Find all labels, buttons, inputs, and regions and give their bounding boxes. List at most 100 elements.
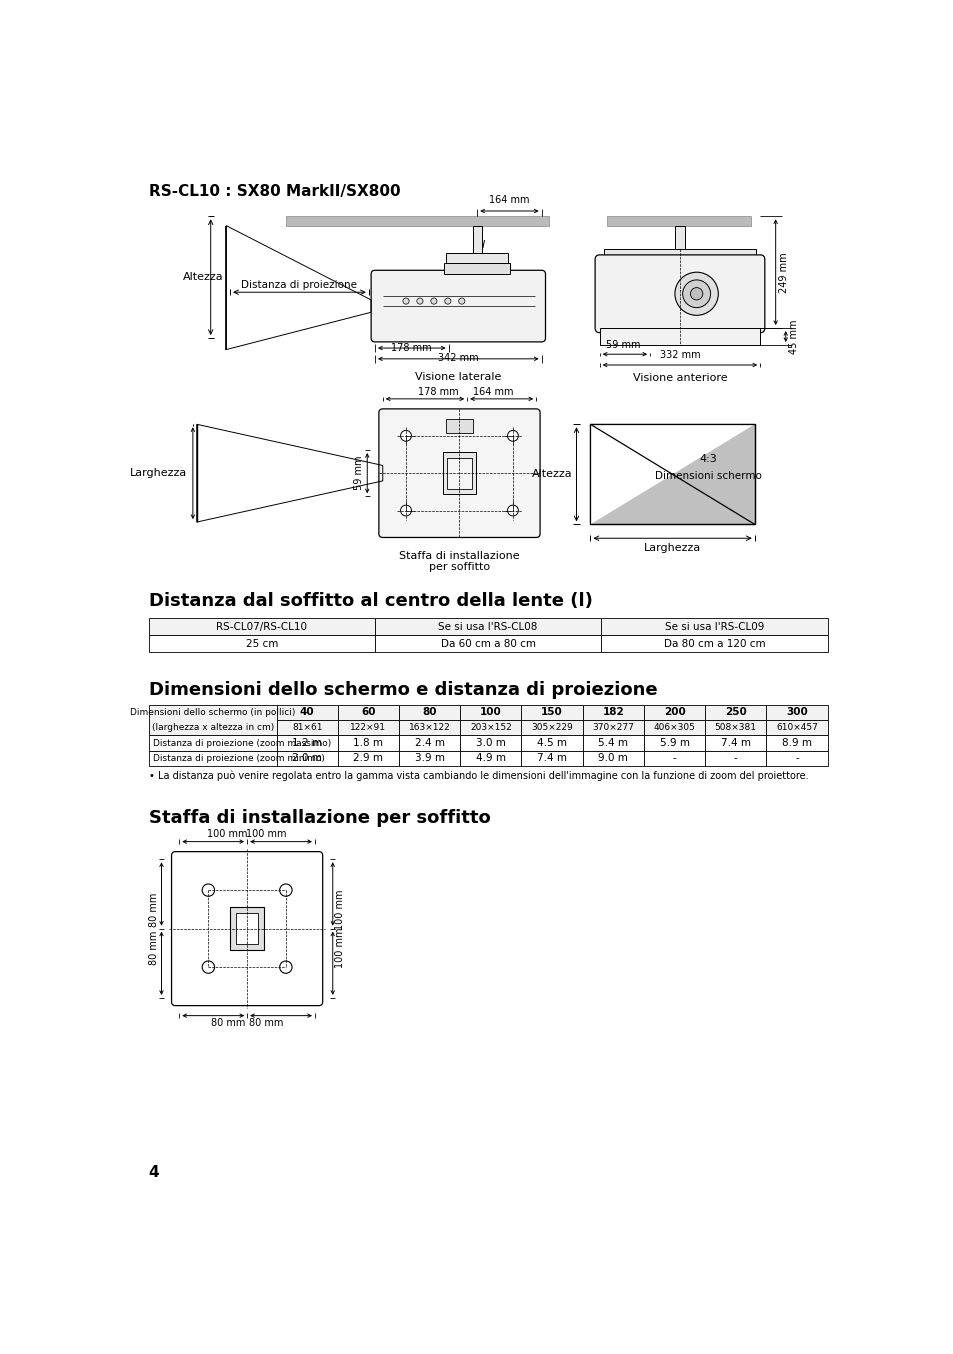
Bar bbox=[286, 217, 549, 226]
Bar bbox=[521, 750, 582, 766]
Text: 9.0 m: 9.0 m bbox=[598, 753, 628, 764]
Text: Altezza: Altezza bbox=[182, 272, 223, 282]
Text: 1.8 m: 1.8 m bbox=[353, 738, 383, 747]
Text: 45 mm: 45 mm bbox=[788, 320, 798, 353]
FancyBboxPatch shape bbox=[378, 409, 539, 538]
Text: 200: 200 bbox=[663, 707, 684, 718]
Text: 7.4 m: 7.4 m bbox=[720, 738, 750, 747]
Bar bbox=[459, 735, 521, 750]
Circle shape bbox=[202, 884, 214, 896]
Circle shape bbox=[444, 298, 451, 305]
Text: Dimensioni dello schermo e distanza di proiezione: Dimensioni dello schermo e distanza di p… bbox=[149, 681, 657, 700]
Text: • La distanza può venire regolata entro la gamma vista cambiando le dimensioni d: • La distanza può venire regolata entro … bbox=[149, 770, 807, 781]
Circle shape bbox=[400, 431, 411, 441]
Circle shape bbox=[431, 298, 436, 305]
Bar bbox=[398, 735, 459, 750]
Bar bbox=[276, 750, 337, 766]
Bar bbox=[398, 704, 459, 720]
Text: 59 mm: 59 mm bbox=[354, 456, 364, 490]
Text: Se si usa l'RS-CL09: Se si usa l'RS-CL09 bbox=[664, 621, 763, 632]
Bar bbox=[444, 263, 510, 274]
Text: l: l bbox=[480, 240, 484, 250]
Text: 305×229: 305×229 bbox=[531, 723, 573, 733]
Text: 182: 182 bbox=[601, 707, 623, 718]
Text: 3.9 m: 3.9 m bbox=[415, 753, 444, 764]
Text: 2.4 m: 2.4 m bbox=[415, 738, 444, 747]
Bar bbox=[337, 704, 398, 720]
Text: 370×277: 370×277 bbox=[592, 723, 634, 733]
Text: 332 mm: 332 mm bbox=[659, 351, 700, 360]
Text: 60: 60 bbox=[361, 707, 375, 718]
Bar bbox=[590, 424, 754, 524]
Text: Distanza dal soffitto al centro della lente (l): Distanza dal soffitto al centro della le… bbox=[149, 592, 592, 611]
Text: Distanza di proiezione (zoom massimo): Distanza di proiezione (zoom massimo) bbox=[152, 738, 331, 747]
Text: 178 mm: 178 mm bbox=[391, 343, 432, 352]
Text: 80 mm: 80 mm bbox=[149, 930, 159, 965]
Bar bbox=[704, 750, 765, 766]
Text: 100 mm: 100 mm bbox=[335, 927, 345, 968]
Bar bbox=[337, 750, 398, 766]
Text: 2.9 m: 2.9 m bbox=[353, 753, 383, 764]
Text: Dimensioni schermo: Dimensioni schermo bbox=[655, 471, 761, 481]
Circle shape bbox=[507, 505, 517, 516]
Text: 4.5 m: 4.5 m bbox=[537, 738, 566, 747]
Bar bbox=[643, 735, 704, 750]
Text: 4.9 m: 4.9 m bbox=[476, 753, 505, 764]
Bar bbox=[236, 913, 257, 944]
Text: Se si usa l'RS-CL08: Se si usa l'RS-CL08 bbox=[438, 621, 537, 632]
Text: Staffa di installazione per soffitto: Staffa di installazione per soffitto bbox=[149, 810, 490, 827]
Text: 80 mm: 80 mm bbox=[249, 1018, 283, 1028]
Text: Visione anteriore: Visione anteriore bbox=[632, 372, 726, 383]
Text: 7.4 m: 7.4 m bbox=[537, 753, 566, 764]
Text: 80 mm: 80 mm bbox=[211, 1018, 245, 1028]
Bar bbox=[590, 424, 754, 524]
Polygon shape bbox=[590, 424, 754, 524]
Text: 300: 300 bbox=[785, 707, 807, 718]
Text: RS-CL10 : SX80 MarkII/SX800: RS-CL10 : SX80 MarkII/SX800 bbox=[149, 184, 400, 199]
Bar bbox=[445, 418, 473, 433]
Bar bbox=[600, 635, 827, 653]
Text: Altezza: Altezza bbox=[532, 470, 572, 479]
Bar bbox=[582, 720, 643, 735]
Text: 203×152: 203×152 bbox=[470, 723, 511, 733]
Text: 100 mm: 100 mm bbox=[208, 829, 248, 839]
Text: 100 mm: 100 mm bbox=[335, 890, 345, 930]
Bar bbox=[675, 226, 684, 249]
Bar bbox=[398, 720, 459, 735]
Bar bbox=[704, 735, 765, 750]
Text: 59 mm: 59 mm bbox=[605, 340, 639, 349]
Bar bbox=[643, 750, 704, 766]
Bar bbox=[704, 704, 765, 720]
Text: 4: 4 bbox=[149, 1166, 159, 1181]
Text: 81×61: 81×61 bbox=[292, 723, 322, 733]
Text: -: - bbox=[794, 753, 798, 764]
Text: 25 cm: 25 cm bbox=[246, 639, 277, 649]
Text: 249 mm: 249 mm bbox=[778, 252, 788, 292]
Text: 508×381: 508×381 bbox=[714, 723, 756, 733]
Text: RS-CL07/RS-CL10: RS-CL07/RS-CL10 bbox=[216, 621, 307, 632]
Text: 164 mm: 164 mm bbox=[473, 387, 513, 397]
Text: 80 mm: 80 mm bbox=[149, 892, 159, 926]
Bar bbox=[521, 720, 582, 735]
Bar bbox=[375, 635, 600, 653]
Circle shape bbox=[279, 961, 292, 974]
Bar bbox=[521, 704, 582, 720]
Text: 2.0 m: 2.0 m bbox=[292, 753, 322, 764]
Circle shape bbox=[402, 298, 409, 305]
Text: 1.2 m: 1.2 m bbox=[292, 738, 322, 747]
Bar bbox=[447, 458, 472, 489]
Text: 164 mm: 164 mm bbox=[489, 195, 529, 204]
Bar bbox=[643, 720, 704, 735]
Bar bbox=[276, 720, 337, 735]
Text: 4:3: 4:3 bbox=[700, 455, 717, 464]
Bar bbox=[230, 907, 264, 951]
Text: -: - bbox=[733, 753, 737, 764]
Bar bbox=[603, 249, 756, 260]
Bar bbox=[521, 735, 582, 750]
Bar bbox=[446, 253, 508, 265]
Bar bbox=[765, 704, 827, 720]
Circle shape bbox=[279, 884, 292, 896]
Text: 250: 250 bbox=[724, 707, 746, 718]
Circle shape bbox=[416, 298, 422, 305]
Bar bbox=[443, 452, 476, 494]
